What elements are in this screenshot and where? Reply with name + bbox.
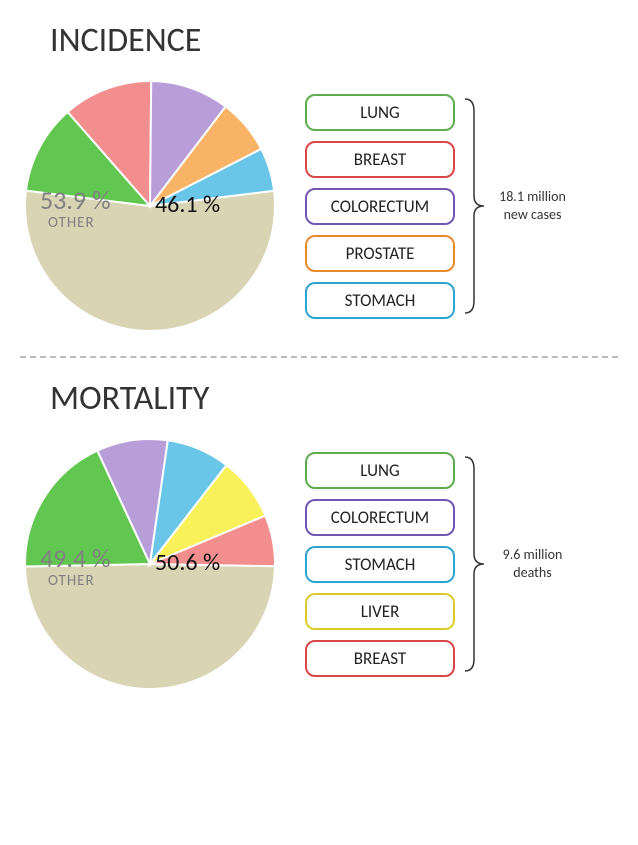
mortality-stat-line2: deaths [513,564,551,581]
incidence-panel: 53.9 % OTHER 46.1 % LUNG BREAST COLORECTUM… [20,76,618,336]
legend-item-lung: LUNG [305,94,455,131]
mortality-legend: LUNG COLORECTUM STOMACH LIVER BREAST [305,452,455,677]
incidence-stat: 18.1 million new cases [490,188,575,224]
mortality-title: MORTALITY [50,378,618,419]
incidence-stat-line2: new cases [504,206,562,223]
incidence-other-label: OTHER [48,214,95,232]
mortality-right-pct: 50.6 % [155,548,220,577]
mortality-pie-wrap: 49.4 % OTHER 50.6 % [20,434,280,694]
incidence-right-pct: 46.1 % [155,190,220,219]
incidence-title: INCIDENCE [50,20,618,61]
legend-item-colorectum: COLORECTUM [305,188,455,225]
mortality-stat-line1: 9.6 million [503,546,563,563]
legend-item-liver: LIVER [305,593,455,630]
legend-item-colorectum: COLORECTUM [305,499,455,536]
incidence-bracket [460,91,490,321]
mortality-other-pct: 49.4 % [40,542,111,574]
legend-item-stomach: STOMACH [305,282,455,319]
incidence-stat-line1: 18.1 million [499,188,566,205]
legend-item-prostate: PROSTATE [305,235,455,272]
mortality-stat: 9.6 million deaths [490,546,575,582]
incidence-legend: LUNG BREAST COLORECTUM PROSTATE STOMACH [305,94,455,319]
mortality-bracket [460,449,490,679]
legend-item-breast: BREAST [305,640,455,677]
section-divider [20,356,618,358]
legend-item-stomach: STOMACH [305,546,455,583]
mortality-other-label: OTHER [48,572,95,590]
mortality-panel: 49.4 % OTHER 50.6 % LUNG COLORECTUM STOMAC… [20,434,618,694]
legend-item-lung: LUNG [305,452,455,489]
legend-item-breast: BREAST [305,141,455,178]
incidence-pie-wrap: 53.9 % OTHER 46.1 % [20,76,280,336]
incidence-other-pct: 53.9 % [40,184,111,216]
